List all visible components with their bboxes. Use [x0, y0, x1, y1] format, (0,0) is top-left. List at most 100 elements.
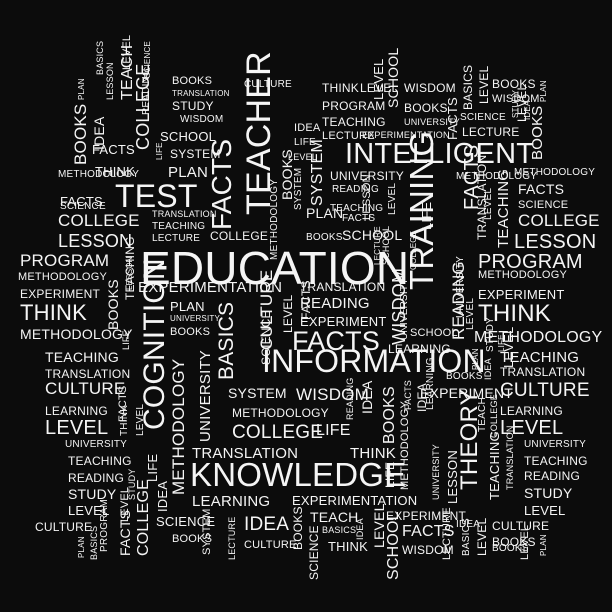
- word-science: SCIENCE: [518, 199, 569, 211]
- word-college: COLLEGE: [210, 229, 269, 243]
- word-plan: PLAN: [306, 205, 344, 221]
- word-idea: IDEA: [483, 358, 493, 380]
- word-level: LEVEL: [501, 326, 516, 368]
- word-university: UNIVERSITY: [399, 277, 410, 340]
- word-level: LEVEL: [135, 403, 146, 436]
- word-lesson: LESSON: [514, 231, 597, 253]
- word-level: LEVEL: [519, 524, 531, 560]
- word-experiment: EXPERIMENT: [20, 287, 101, 301]
- word-program: PROGRAM: [322, 99, 386, 113]
- word-life: LIFE: [155, 142, 164, 160]
- word-experiment: EXPERIMENT: [386, 509, 467, 523]
- word-translation: TRANSLATION: [152, 209, 217, 219]
- word-basics: BASICS: [89, 525, 99, 560]
- word-facts: FACTS: [403, 379, 413, 410]
- word-facts: FACTS: [445, 97, 460, 140]
- word-translation: TRANSLATION: [505, 425, 515, 490]
- word-college: COLLEGE: [58, 211, 140, 230]
- word-teaching: TEACHING: [322, 115, 386, 129]
- word-reading: READING: [300, 295, 370, 312]
- word-basics: BASICS: [215, 301, 238, 380]
- word-wisdom: WISDOM: [180, 114, 224, 125]
- word-facts: FACTS: [292, 326, 381, 356]
- word-life: LIFE: [294, 137, 316, 148]
- word-think: THINK: [322, 81, 359, 95]
- word-idea: IDEA: [155, 480, 170, 512]
- word-lesson: LESSON: [445, 450, 460, 504]
- word-education: EDUCATION: [140, 242, 410, 294]
- word-wisdom: WISDOM: [296, 385, 369, 404]
- word-program: PROGRAM: [20, 251, 110, 270]
- word-culture: CULTURE: [257, 269, 276, 350]
- word-test: TEST: [115, 178, 198, 214]
- word-system: SYSTEM: [228, 385, 287, 401]
- word-experimentation: EXPERIMENTATION: [138, 279, 283, 296]
- word-facts: FACTS: [402, 523, 455, 540]
- word-plan: PLAN: [539, 534, 548, 556]
- word-books: BOOKS: [170, 326, 211, 338]
- word-facts: FACTS: [518, 181, 565, 197]
- word-system: SYSTEM: [170, 147, 221, 161]
- word-information: INFORMATION: [262, 343, 486, 379]
- word-books: BOOKS: [306, 232, 343, 243]
- word-translation: TRANSLATION: [500, 365, 586, 379]
- word-university: UNIVERSITY: [524, 439, 587, 450]
- word-methodology: METHODOLOGY: [514, 167, 596, 178]
- word-plan: PLAN: [471, 348, 480, 370]
- word-plan: PLAN: [539, 80, 548, 102]
- word-methodology: METHODOLOGY: [18, 271, 107, 283]
- word-idea: IDEA: [355, 518, 365, 540]
- word-methodology: METHODOLOGY: [232, 406, 329, 420]
- word-level: LEVEL: [68, 503, 110, 518]
- word-idea: IDEA: [456, 519, 481, 530]
- word-school: SCHOOL: [410, 327, 458, 339]
- word-culture: CULTURE: [244, 79, 292, 90]
- word-experiment: EXPERIMENT: [300, 314, 387, 329]
- word-lesson: LESSON: [58, 231, 133, 251]
- word-teaching: TEACHING: [495, 168, 512, 248]
- word-level: LEVEL: [281, 294, 295, 333]
- word-think: THINK: [95, 164, 135, 179]
- word-books: BOOKS: [492, 543, 529, 554]
- word-think: THINK: [20, 300, 87, 325]
- word-books: BOOKS: [492, 77, 536, 91]
- word-translation: TRANSLATION: [45, 367, 131, 381]
- word-plan: PLAN: [77, 536, 86, 558]
- word-facts: FACTS: [461, 144, 483, 210]
- word-knowledge: KNOWLEDGE: [190, 456, 407, 493]
- word-science: SCIENCE: [460, 112, 506, 123]
- word-system: SYSTEM: [201, 508, 213, 555]
- word-think: THINK: [350, 445, 396, 462]
- word-program: PROGRAM: [99, 498, 110, 552]
- word-plan: PLAN: [168, 164, 208, 181]
- word-college: COLLEGE: [518, 211, 600, 230]
- word-methodology: METHODOLOGY: [478, 269, 567, 281]
- word-experimentation: EXPERIMENTATION: [292, 493, 418, 508]
- word-lesson: LESSON: [361, 174, 373, 220]
- word-methodology: METHODOLOGY: [58, 169, 140, 180]
- word-experiment: EXPERIMENT: [420, 385, 514, 401]
- word-study: STUDY: [524, 485, 573, 501]
- word-books: BOOKS: [492, 535, 536, 549]
- word-level: LEVEL: [483, 187, 494, 220]
- word-translation: TRANSLATION: [172, 89, 230, 98]
- word-books: BOOKS: [71, 103, 90, 165]
- word-plan: PLAN: [170, 299, 205, 314]
- word-level: LEVEL: [524, 503, 566, 518]
- word-reading: READING: [345, 377, 355, 420]
- word-lecture: LECTURE: [322, 130, 375, 142]
- word-culture: CULTURE: [244, 539, 297, 551]
- word-life: LIFE: [145, 453, 160, 482]
- word-study: STUDY: [68, 486, 117, 502]
- word-basics: BASICS: [322, 525, 357, 535]
- word-university: UNIVERSITY: [330, 169, 405, 183]
- word-level: LEVEL: [500, 417, 564, 439]
- word-level: LEVEL: [475, 517, 489, 556]
- word-culture: CULTURE: [35, 520, 93, 534]
- word-study: STUDY: [127, 468, 137, 500]
- word-school: SCHOOL: [385, 47, 401, 108]
- word-university: UNIVERSITY: [197, 349, 214, 442]
- word-wisdom: WISDOM: [492, 93, 540, 105]
- word-level: LEVEL: [121, 34, 133, 70]
- word-life: LIFE: [383, 461, 397, 488]
